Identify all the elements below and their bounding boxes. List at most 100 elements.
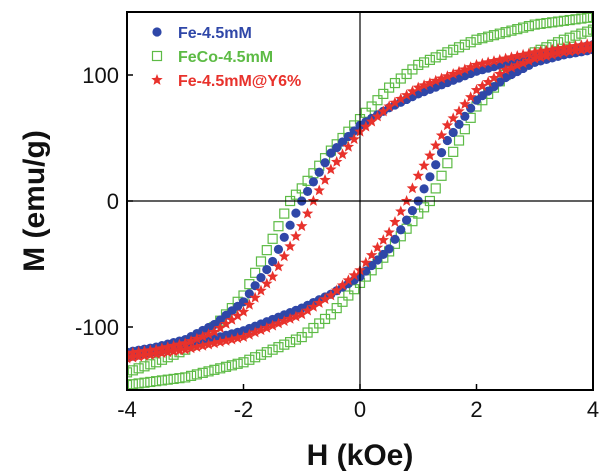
data-point	[494, 68, 506, 79]
data-point	[435, 129, 448, 141]
data-point	[226, 333, 238, 345]
y-tick-label: -100	[75, 315, 119, 340]
data-point	[371, 110, 384, 122]
data-point	[167, 339, 180, 351]
data-point	[273, 244, 284, 254]
data-point	[448, 146, 459, 157]
data-point	[476, 57, 488, 69]
data-point	[174, 373, 185, 384]
data-point	[547, 17, 558, 28]
data-point	[284, 240, 296, 252]
data-point	[470, 84, 483, 95]
x-axis-title: H (kOe)	[307, 439, 414, 472]
legend-label: FeCo-4.5mM	[178, 49, 273, 66]
legend-label: Fe-4.5mM	[178, 25, 252, 42]
data-point	[494, 28, 505, 39]
data-point	[185, 370, 197, 381]
data-point	[372, 255, 383, 265]
data-point	[575, 44, 588, 55]
data-point	[220, 361, 232, 372]
data-point	[418, 159, 430, 171]
data-point	[558, 46, 570, 58]
data-point	[185, 342, 197, 354]
data-point	[127, 347, 133, 359]
legend-label: Fe-4.5mM@Y6%	[178, 73, 301, 90]
data-point	[285, 220, 295, 230]
data-point	[313, 297, 325, 308]
data-point	[272, 317, 285, 329]
data-point	[226, 360, 237, 371]
data-point	[564, 45, 576, 57]
data-point	[308, 177, 318, 187]
data-point	[301, 304, 314, 316]
x-tick-label: 0	[354, 397, 366, 422]
data-point	[232, 358, 243, 369]
data-point	[371, 241, 384, 253]
data-point	[151, 357, 162, 368]
legend-marker	[151, 74, 163, 85]
data-point	[179, 343, 191, 355]
data-point	[168, 373, 179, 385]
data-point	[517, 48, 529, 60]
data-point	[523, 47, 535, 59]
data-point	[132, 350, 145, 362]
data-point	[400, 89, 413, 100]
data-point	[582, 26, 593, 37]
data-point	[326, 148, 336, 158]
data-point	[436, 170, 447, 181]
data-point	[348, 269, 360, 281]
legend: Fe-4.5mM FeCo-4.5mM Fe-4.5mM@Y6%	[151, 25, 301, 90]
data-point	[529, 52, 541, 64]
data-point	[587, 12, 593, 23]
data-point	[511, 59, 523, 71]
data-point	[412, 169, 424, 181]
data-point	[191, 332, 203, 344]
data-point	[377, 105, 389, 117]
data-point	[453, 135, 465, 146]
data-point	[523, 21, 535, 32]
data-point	[360, 256, 372, 268]
data-point	[197, 367, 208, 378]
data-point	[517, 57, 529, 68]
data-point	[570, 14, 581, 25]
data-point	[290, 230, 302, 242]
data-point	[564, 14, 575, 26]
data-point	[226, 313, 238, 325]
data-point	[267, 233, 278, 244]
data-point	[319, 174, 331, 185]
x-tick-label: 4	[587, 397, 599, 422]
data-point	[389, 216, 401, 227]
data-point	[576, 28, 587, 39]
data-point	[261, 245, 272, 256]
data-point	[179, 337, 191, 349]
data-point	[279, 339, 290, 350]
data-point	[273, 342, 284, 353]
data-point	[319, 293, 331, 305]
data-point	[180, 372, 191, 383]
data-point	[343, 290, 354, 301]
data-point	[145, 359, 156, 370]
data-point	[442, 47, 453, 58]
data-point	[494, 53, 506, 65]
data-point	[320, 158, 330, 168]
data-point	[279, 232, 289, 242]
data-point	[337, 137, 348, 147]
data-point	[336, 148, 349, 160]
data-point	[268, 256, 278, 267]
data-point	[564, 32, 575, 43]
data-point	[378, 249, 388, 260]
data-point	[454, 119, 464, 129]
data-point	[301, 207, 314, 219]
data-point	[453, 42, 465, 53]
data-point	[412, 81, 424, 93]
data-point	[459, 124, 470, 135]
data-point	[336, 279, 349, 291]
data-point	[378, 88, 389, 100]
data-point	[238, 357, 249, 368]
data-point	[534, 45, 547, 57]
data-point	[406, 85, 419, 97]
data-point	[442, 135, 452, 146]
data-point	[534, 51, 547, 63]
data-point	[243, 298, 255, 310]
data-point	[395, 205, 407, 217]
